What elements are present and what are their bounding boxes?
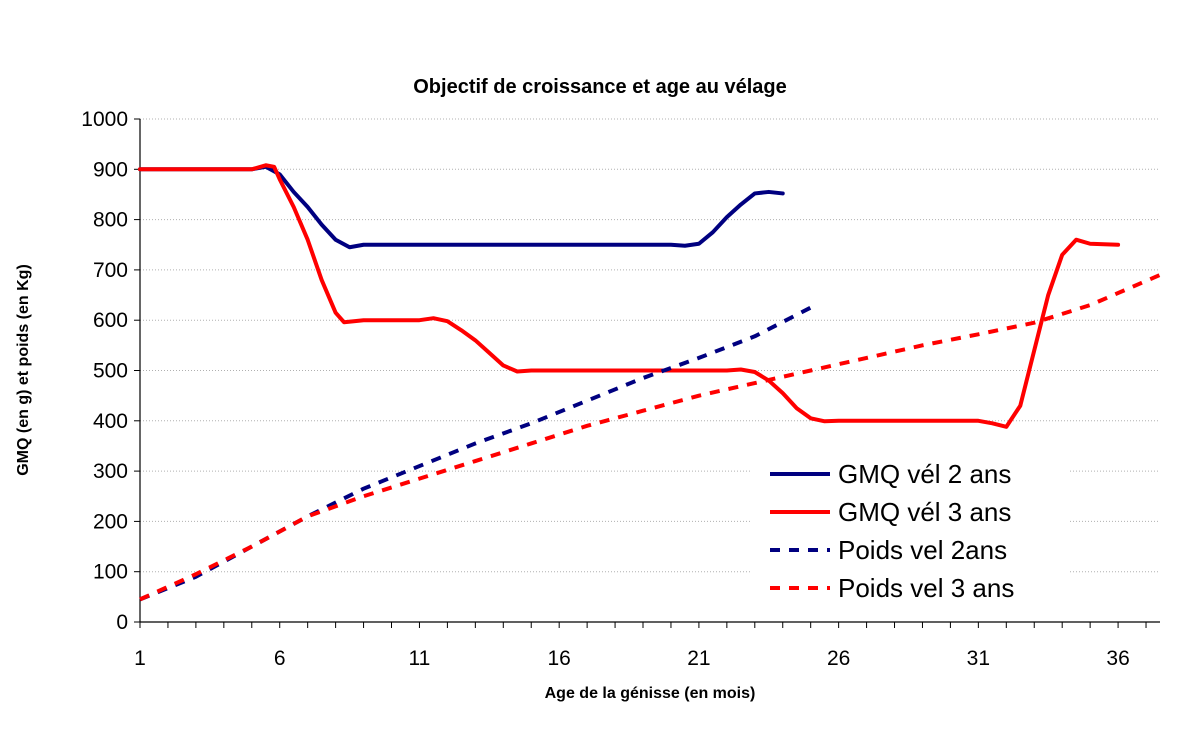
x-tick-label: 16 [547,647,570,670]
y-tick-label: 800 [93,209,128,232]
y-tick-label: 1000 [81,108,128,131]
legend-label-4: Poids vel 3 ans [838,573,1014,603]
y-tick-labels: 0 100 200 300 400 500 600 700 800 900 1000 [81,108,128,634]
x-tick-label: 31 [967,647,990,670]
x-axis-label: Age de la génisse (en mois) [545,685,756,702]
legend-label-2: GMQ vél 3 ans [838,497,1011,527]
series-line-4 [139,273,1161,602]
y-tick-label: 600 [93,309,128,332]
y-tick-label: 400 [93,410,128,433]
series-group [138,163,1161,602]
x-tick-label: 36 [1106,647,1129,670]
x-tick-label: 21 [687,647,710,670]
x-tick-label: 11 [409,647,431,670]
x-tick-label: 1 [134,647,146,670]
y-tick-label: 300 [93,460,128,483]
x-tick-label: 6 [274,647,286,670]
legend-label-1: GMQ vél 2 ans [838,459,1011,489]
y-tick-label: 700 [93,259,128,282]
y-tick-label: 100 [93,561,128,584]
y-tick-label: 500 [93,360,128,383]
y-tick-label: 0 [116,611,128,634]
y-tick-label: 900 [93,158,128,181]
series-line-2 [138,163,1121,429]
axes [134,118,1160,628]
series-line-3 [139,305,812,602]
legend-label-3: Poids vel 2ans [838,535,1007,565]
y-axis-label: GMQ (en g) et poids (en Kg) [15,264,32,476]
series-line-1 [138,164,785,250]
chart-title: Objectif de croissance et age au vélage [413,76,787,98]
y-tick-label: 200 [93,510,128,533]
legend-box [750,448,1070,618]
x-tick-label: 26 [827,647,850,670]
legend: GMQ vél 2 ans GMQ vél 3 ans Poids vel 2ans… [750,448,1070,618]
x-tick-labels: 1 6 11 16 21 26 31 36 [134,647,1130,670]
